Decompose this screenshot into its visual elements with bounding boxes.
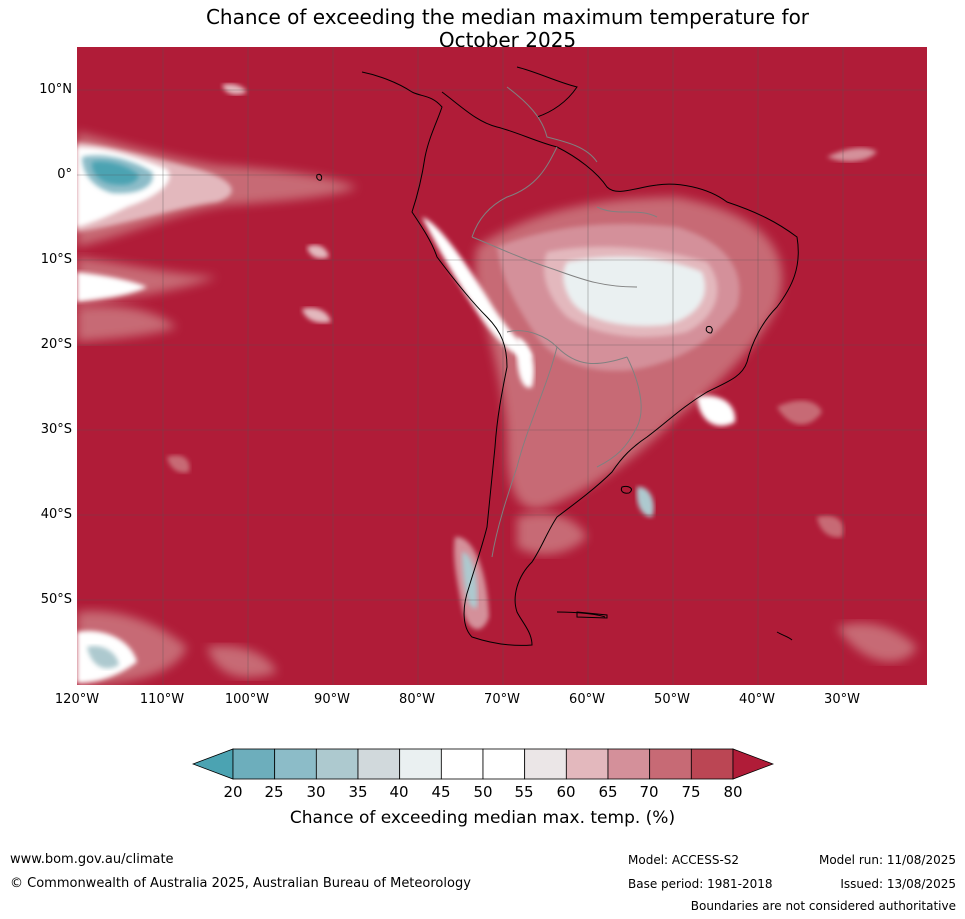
south-america-anomaly (422, 197, 783, 630)
lon-label-40w: 40°W (739, 692, 775, 707)
lat-label-20s: 20°S (40, 337, 72, 352)
colorbar-tick: 40 (389, 783, 409, 801)
islands (316, 173, 713, 494)
colorbar-swatch (524, 748, 567, 780)
lon-label-100w: 100°W (224, 692, 270, 707)
lon-label-70w: 70°W (484, 692, 520, 707)
chart-title-line2: October 2025 (438, 28, 577, 52)
map-svg (77, 47, 927, 685)
colorbar (192, 748, 774, 780)
colorbar-arrow-high (732, 748, 774, 780)
map (77, 47, 927, 685)
lat-label-50s: 50°S (40, 592, 72, 607)
website-link[interactable]: www.bom.gov.au/climate (10, 852, 174, 867)
issued-date: Issued: 13/08/2025 (840, 877, 956, 891)
lon-label-110w: 110°W (139, 692, 185, 707)
colorbar-swatch (607, 748, 651, 780)
lon-label-120w: 120°W (54, 692, 100, 707)
colorbar-swatch (232, 748, 276, 780)
copyright-text: © Commonwealth of Australia 2025, Austra… (10, 876, 471, 891)
colorbar-swatch (440, 748, 484, 780)
chart-title-line1: Chance of exceeding the median maximum t… (205, 5, 810, 29)
colorbar-swatch (399, 748, 442, 780)
colorbar-tick: 50 (473, 783, 493, 801)
lat-label-40s: 40°S (40, 507, 72, 522)
lon-label-60w: 60°W (569, 692, 605, 707)
colorbar-swatch (649, 748, 692, 780)
base-period: Base period: 1981-2018 (628, 877, 773, 891)
colorbar-tick: 35 (348, 783, 368, 801)
colorbar-label: Chance of exceeding median max. temp. (%… (289, 808, 676, 828)
colorbar-swatch (690, 748, 734, 780)
colorbar-swatch (565, 748, 609, 780)
colorbar-swatch (274, 748, 317, 780)
lat-label-30s: 30°S (40, 422, 72, 437)
colorbar-tick: 80 (723, 783, 743, 801)
colorbar-tick: 70 (639, 783, 659, 801)
colorbar-tick: 20 (223, 783, 243, 801)
lon-label-50w: 50°W (654, 692, 690, 707)
lon-label-30w: 30°W (824, 692, 860, 707)
colorbar-tick: 30 (306, 783, 326, 801)
colorbar-swatch (357, 748, 401, 780)
lon-label-80w: 80°W (399, 692, 435, 707)
lat-label-10s: 10°S (40, 252, 72, 267)
model-name: Model: ACCESS-S2 (628, 853, 740, 867)
colorbar-tick: 65 (598, 783, 618, 801)
model-run-date: Model run: 11/08/2025 (818, 853, 956, 867)
colorbar-swatch (482, 748, 526, 780)
colorbar-tick: 75 (681, 783, 701, 801)
colorbar-tick: 25 (264, 783, 284, 801)
lat-label-10n: 10°N (39, 82, 72, 97)
colorbar-arrow-low (192, 748, 234, 780)
pacific-anomaly-band (77, 83, 917, 685)
colorbar-swatch (315, 748, 359, 780)
lon-label-90w: 90°W (314, 692, 350, 707)
colorbar-tick: 45 (431, 783, 451, 801)
disclaimer-text: Boundaries are not considered authoritat… (690, 899, 956, 913)
colorbar-tick: 55 (514, 783, 534, 801)
lat-label-0: 0° (57, 167, 72, 182)
country-borders (471, 86, 658, 558)
coastlines (361, 66, 799, 646)
colorbar-tick: 60 (556, 783, 576, 801)
